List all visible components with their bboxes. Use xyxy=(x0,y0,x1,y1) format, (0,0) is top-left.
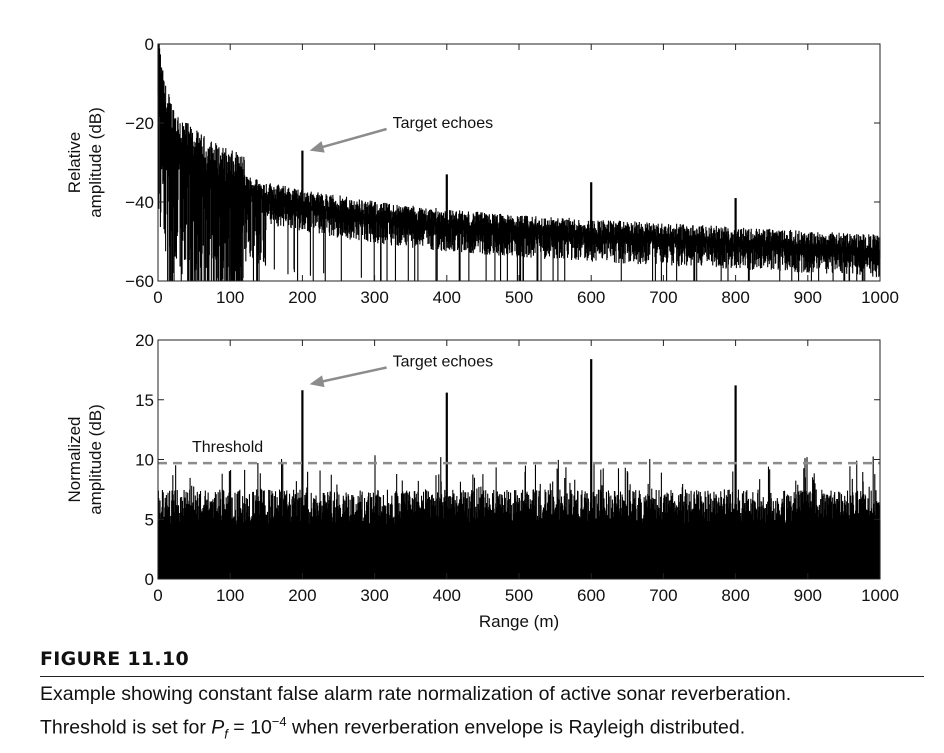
top-x-tick-label: 600 xyxy=(577,288,605,307)
top-panel: 0 100 200 300 400 500 600 700 800 900 1000 0 −20 −40… xyxy=(65,35,899,307)
bot-x-tick-label: 600 xyxy=(577,586,605,605)
bot-y-tick-label: 15 xyxy=(135,391,154,410)
bot-x-tick-label: 0 xyxy=(153,586,162,605)
bottom-y-axis-label-line2: amplitude (dB) xyxy=(86,404,105,515)
top-x-tick-label: 100 xyxy=(216,288,244,307)
top-x-tick-label: 900 xyxy=(794,288,822,307)
figure-label: FIGURE 11.10 xyxy=(40,648,189,670)
bottom-signal-trace xyxy=(157,455,881,579)
top-target-peaks xyxy=(301,150,737,260)
bot-y-tick-label: 0 xyxy=(145,570,154,589)
bot-x-tick-label: 400 xyxy=(433,586,461,605)
top-x-axis-ticks: 0 100 200 300 400 500 600 700 800 900 1000 xyxy=(153,44,899,307)
bottom-x-axis-ticks: 0 100 200 300 400 500 600 700 800 900 1000 xyxy=(153,340,899,605)
x-axis-title: Range (m) xyxy=(479,612,559,631)
bottom-panel: Threshold 0 100 200 300 400 500 600 700 800 900 10… xyxy=(65,331,899,631)
bottom-y-axis-ticks: 0 5 10 15 20 xyxy=(135,331,880,589)
figure-caption-block: FIGURE 11.10 Example showing constant fa… xyxy=(40,648,924,747)
bottom-y-axis-label-line1: Normalized xyxy=(65,417,84,503)
top-x-tick-label: 500 xyxy=(505,288,533,307)
caption-line-2-start: Threshold is set for xyxy=(40,716,212,739)
bottom-target-echoes-label: Target echoes xyxy=(393,354,494,371)
bot-x-tick-label: 1000 xyxy=(861,586,899,605)
caption-line-1-text: Example showing constant false alarm rat… xyxy=(40,683,792,705)
pf-subscript: f xyxy=(224,726,228,742)
bot-x-tick-label: 700 xyxy=(649,586,677,605)
top-y-tick-label: −60 xyxy=(125,272,154,291)
bot-y-tick-label: 20 xyxy=(135,331,154,350)
top-x-tick-label: 800 xyxy=(721,288,749,307)
top-y-tick-label: −40 xyxy=(125,193,154,212)
bot-x-tick-label: 500 xyxy=(505,586,533,605)
top-annotation-arrowhead xyxy=(309,141,325,153)
bottom-annotation-arrowhead xyxy=(309,375,325,388)
caption-line-2: Threshold is set for Pf = 10−4 when reve… xyxy=(40,708,924,747)
caption-line-1: Example showing constant false alarm rat… xyxy=(40,681,924,708)
pf-symbol: P xyxy=(211,716,225,739)
caption-line-2-end: when reverberation envelope is Rayleigh … xyxy=(286,716,746,739)
top-x-tick-label: 700 xyxy=(649,288,677,307)
top-y-tick-label: −20 xyxy=(125,114,154,133)
top-target-echoes-label: Target echoes xyxy=(393,115,494,132)
bottom-annotation-arrow xyxy=(319,366,387,384)
bot-x-tick-label: 800 xyxy=(721,586,749,605)
top-x-tick-label: 200 xyxy=(288,288,316,307)
top-y-axis-ticks: 0 −20 −40 −60 xyxy=(125,35,880,291)
top-y-axis-label-line1: Relative xyxy=(65,132,84,193)
bot-x-tick-label: 100 xyxy=(216,586,244,605)
bot-x-tick-label: 900 xyxy=(794,586,822,605)
top-x-tick-label: 1000 xyxy=(861,288,899,307)
threshold-label: Threshold xyxy=(192,439,263,456)
top-annotation-arrow xyxy=(318,127,387,150)
bottom-normalized-trace xyxy=(157,455,881,579)
bot-y-tick-label: 5 xyxy=(145,510,154,529)
bot-y-tick-label: 10 xyxy=(135,451,154,470)
bot-x-tick-label: 200 xyxy=(288,586,316,605)
top-reverberation-trace xyxy=(157,44,881,281)
figure-plots: 0 100 200 300 400 500 600 700 800 900 1000 0−20−40… xyxy=(65,35,899,631)
top-y-axis-label-line2: amplitude (dB) xyxy=(86,107,105,218)
top-y-tick-label: 0 xyxy=(145,35,154,54)
top-x-tick-label: 0 xyxy=(153,288,162,307)
bottom-target-peaks xyxy=(301,359,737,579)
caption-equals: = 10 xyxy=(227,716,272,739)
caption-divider xyxy=(40,676,924,677)
top-signal-trace xyxy=(157,44,881,281)
caption-exponent: −4 xyxy=(271,714,287,729)
bot-x-tick-label: 300 xyxy=(360,586,388,605)
top-x-tick-label: 400 xyxy=(433,288,461,307)
top-x-tick-label: 300 xyxy=(360,288,388,307)
